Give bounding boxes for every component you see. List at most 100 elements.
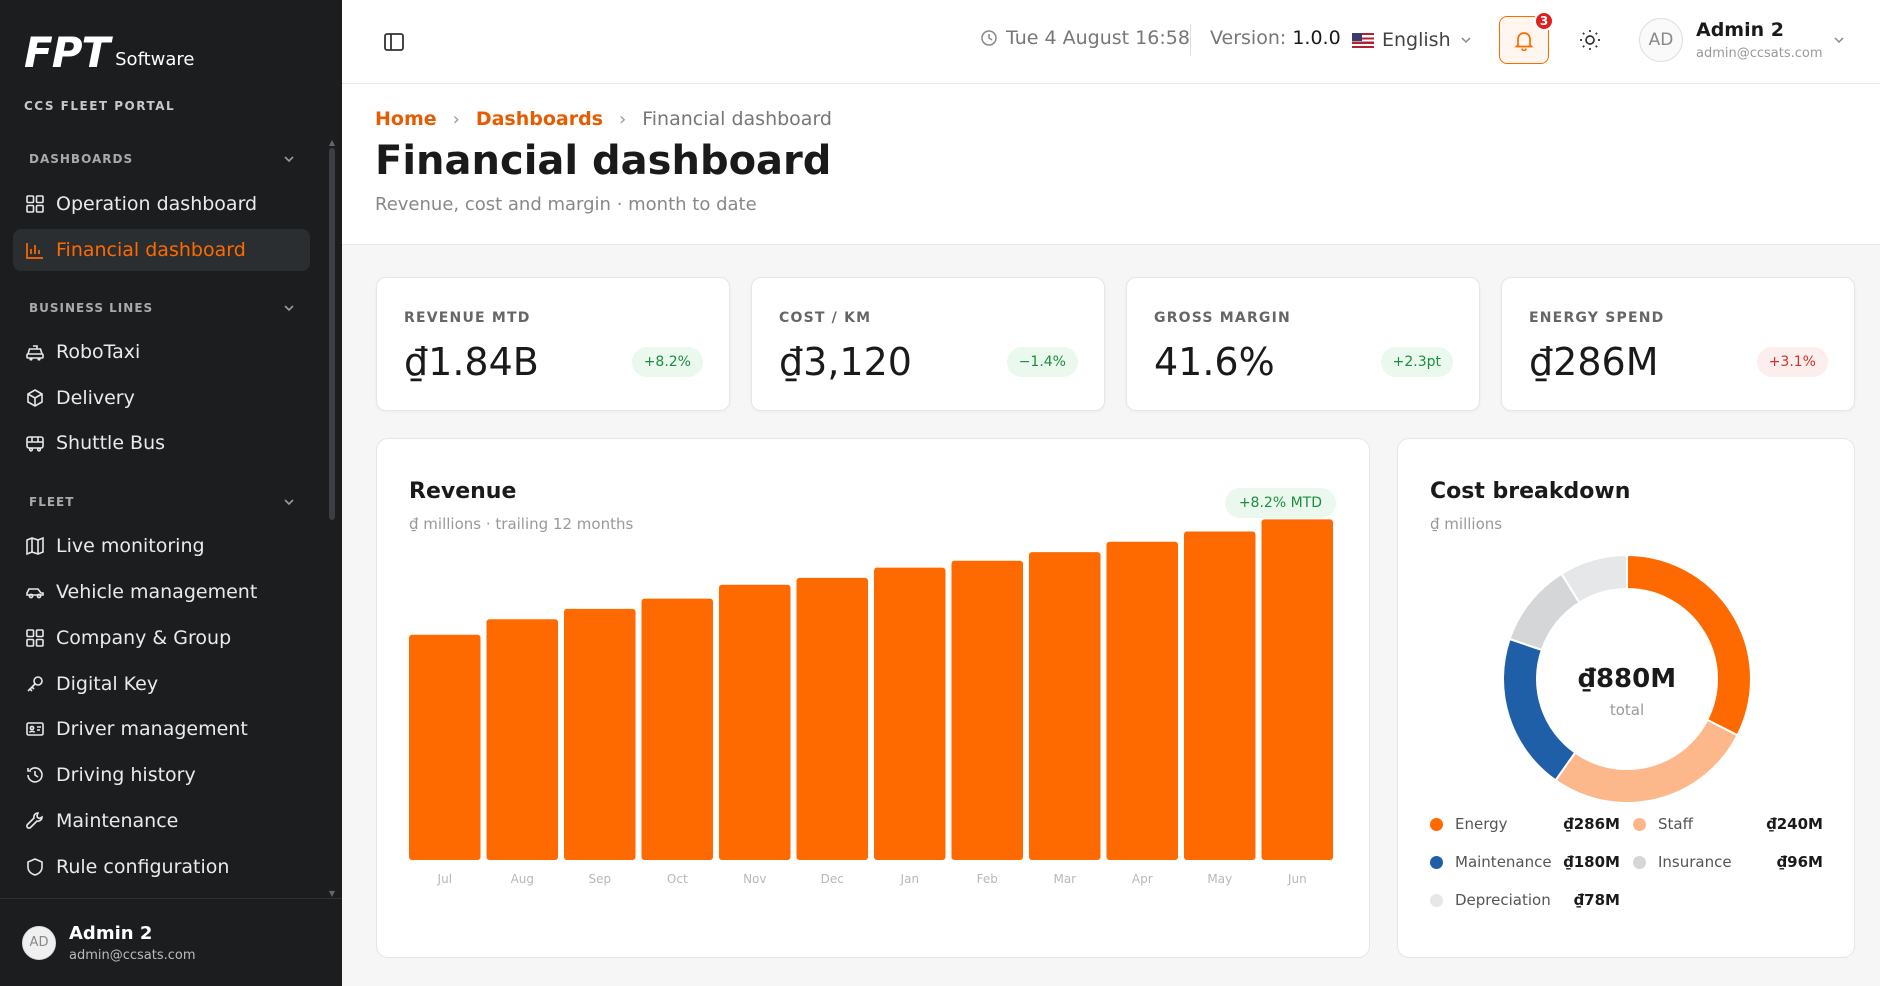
revenue-bar-may[interactable] [1184, 531, 1256, 861]
chevron-down-icon [284, 499, 294, 506]
legend-item-staff[interactable]: Staff ₫240M [1633, 815, 1823, 833]
revenue-bar-dec[interactable] [796, 577, 869, 860]
sidebar-item-live-monitoring[interactable]: Live monitoring [13, 525, 310, 567]
donut-slice-energy[interactable] [1626, 553, 1752, 737]
user-name: Admin 2 [69, 922, 153, 944]
sidebar-item-driving-history[interactable]: Driving history [13, 754, 310, 796]
sidebar-item-label: Shuttle Bus [56, 432, 166, 454]
donut-slice-maintenance[interactable] [1502, 637, 1577, 782]
legend-label: Maintenance [1455, 853, 1552, 871]
revenue-bar-jan[interactable] [874, 567, 946, 860]
page-title: Financial dashboard [375, 138, 832, 184]
x-tick-label: Oct [667, 872, 688, 886]
version: Version: 1.0.0 [1210, 27, 1341, 49]
breadcrumb-current: Financial dashboard [642, 108, 832, 130]
revenue-bar-jul[interactable] [409, 634, 481, 860]
sidebar-item-label: Financial dashboard [56, 239, 246, 261]
sidebar-item-label: Delivery [56, 387, 135, 409]
user-menu[interactable]: AD Admin 2 admin@ccsats.com [1639, 18, 1844, 62]
chevron-down-icon [1834, 37, 1844, 44]
kpi-change-badge: +3.1% [1756, 347, 1828, 377]
revenue-bar-sep[interactable] [564, 608, 636, 860]
legend-label: Energy [1455, 815, 1508, 833]
sidebar-item-maintenance[interactable]: Maintenance [13, 800, 310, 842]
kpi-value: ₫286M [1529, 340, 1659, 384]
revenue-bar-nov[interactable] [719, 584, 791, 860]
breadcrumb-home[interactable]: Home [375, 108, 437, 130]
sidebar-item-driver-management[interactable]: Driver management [13, 708, 310, 750]
scroll-down-icon[interactable]: ▼ [328, 889, 336, 898]
section-business-lines[interactable]: BUSINESS LINES [29, 296, 297, 320]
legend-value: ₫240M [1766, 815, 1823, 833]
revenue-bar-oct[interactable] [641, 598, 714, 860]
sidebar-item-vehicle-management[interactable]: Vehicle management [13, 571, 310, 613]
id-card-icon [26, 722, 44, 736]
notification-count-badge: 3 [1534, 11, 1554, 31]
kpi-value: ₫3,120 [779, 340, 912, 384]
kpi-label: COST / KM [779, 310, 872, 326]
portal-name: CCS FLEET PORTAL [24, 99, 176, 113]
sidebar-item-company-group[interactable]: Company & Group [13, 617, 310, 659]
sidebar-item-digital-key[interactable]: Digital Key [13, 663, 310, 705]
page-header: Home › Dashboards › Financial dashboard … [342, 84, 1880, 245]
legend-value: ₫286M [1563, 815, 1620, 833]
kpi-value: ₫1.84B [404, 340, 539, 384]
sidebar-user[interactable]: AD Admin 2 admin@ccsats.com [0, 898, 342, 986]
scroll-up-icon[interactable]: ▲ [328, 138, 336, 147]
sidebar-toggle-icon[interactable] [382, 30, 406, 54]
legend-value: ₫96M [1776, 853, 1823, 871]
x-tick-label: Mar [1053, 872, 1076, 886]
sidebar-item-delivery[interactable]: Delivery [13, 377, 310, 419]
sidebar-item-rule-configuration[interactable]: Rule configuration [13, 846, 310, 888]
x-tick-label: Jul [437, 872, 452, 886]
revenue-bar-apr[interactable] [1106, 541, 1179, 860]
sidebar-item-shuttle-bus[interactable]: Shuttle Bus [13, 422, 310, 464]
fpt-logo[interactable]: FPT Software [24, 30, 194, 76]
revenue-bar-mar[interactable] [1029, 552, 1101, 860]
legend-item-depreciation[interactable]: Depreciation ₫78M [1430, 891, 1620, 909]
donut-slice-depreciation[interactable] [1560, 553, 1628, 604]
scrollbar-thumb[interactable] [329, 148, 335, 520]
donut-slice-staff[interactable] [1554, 718, 1739, 804]
section-title: DASHBOARDS [29, 152, 134, 166]
kpi-change-badge: +8.2% [631, 347, 703, 377]
revenue-bar-aug[interactable] [486, 619, 559, 860]
taxi-icon [26, 345, 44, 361]
user-email: admin@ccsats.com [69, 947, 196, 963]
grid-icon [26, 195, 44, 213]
history-icon [27, 767, 43, 783]
kpi-label: ENERGY SPEND [1529, 310, 1665, 326]
legend-item-maintenance[interactable]: Maintenance ₫180M [1430, 853, 1620, 871]
logo-mark: FPT [24, 28, 110, 77]
legend-item-energy[interactable]: Energy ₫286M [1430, 815, 1620, 833]
revenue-bar-feb[interactable] [951, 560, 1024, 860]
notifications-button[interactable]: 3 [1499, 11, 1554, 64]
section-dashboards[interactable]: DASHBOARDS [29, 147, 297, 171]
x-tick-label: Feb [977, 872, 998, 886]
sun-icon[interactable] [1578, 28, 1602, 52]
sidebar-item-label: RoboTaxi [56, 341, 141, 363]
key-icon [27, 676, 43, 692]
sidebar-item-financial-dashboard[interactable]: Financial dashboard [13, 229, 310, 271]
legend-dot [1430, 817, 1443, 831]
kpi-card-cost-km: COST / KM ₫3,120 −1.4% [751, 277, 1105, 411]
x-tick-label: Sep [588, 872, 611, 886]
sidebar-scrollbar[interactable]: ▲ ▼ [328, 138, 336, 898]
sidebar-item-label: Company & Group [56, 627, 232, 649]
sidebar-item-operation-dashboard[interactable]: Operation dashboard [13, 183, 310, 225]
kpi-value: 41.6% [1154, 340, 1275, 384]
card-subtitle: ₫ millions · trailing 12 months [409, 515, 634, 533]
divider [1190, 24, 1191, 56]
cost-donut-chart: ₫880M total [1502, 553, 1752, 804]
chevron-down-icon [1461, 37, 1471, 44]
sidebar-item-robotaxi[interactable]: RoboTaxi [13, 331, 310, 373]
breadcrumb-dashboards[interactable]: Dashboards [475, 108, 604, 130]
map-icon [26, 536, 44, 556]
language-select[interactable]: English [1352, 29, 1473, 51]
revenue-bar-jun[interactable] [1261, 519, 1334, 860]
x-tick-label: Aug [511, 872, 534, 886]
legend-dot [1430, 855, 1443, 869]
legend-item-insurance[interactable]: Insurance ₫96M [1633, 853, 1823, 871]
section-fleet[interactable]: FLEET [29, 490, 297, 514]
legend-label: Insurance [1658, 853, 1732, 871]
